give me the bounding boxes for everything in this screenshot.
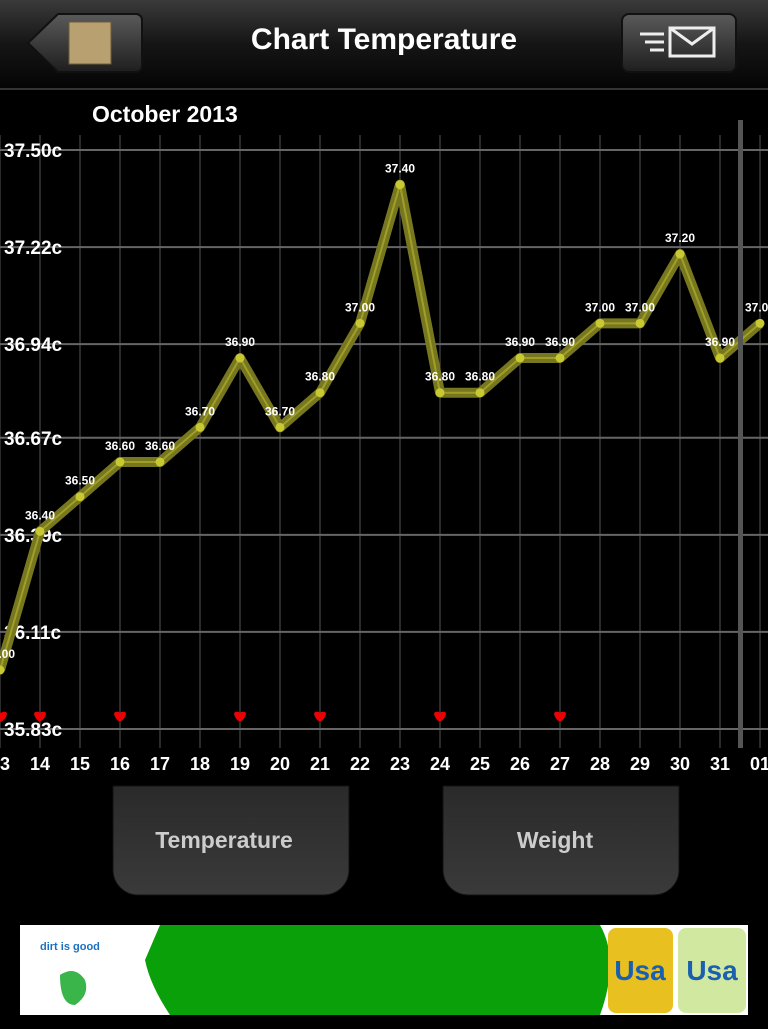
value-label: 36.40 [25, 508, 55, 522]
ad-banner[interactable]: dirt is good Usa Usa [20, 925, 748, 1015]
x-tick-label: 24 [430, 754, 450, 774]
tab-label: Weight [517, 827, 594, 853]
value-label: 37.00 [625, 300, 655, 314]
y-tick-label: 36.67c [4, 429, 63, 450]
data-point [555, 353, 565, 363]
value-label: 36.90 [225, 335, 255, 349]
value-label: 36.80 [425, 370, 455, 384]
x-tick-label: 29 [630, 754, 650, 774]
y-tick-label: 36.11c [4, 623, 61, 644]
value-label: 37.20 [665, 231, 695, 245]
x-tick-label: 22 [350, 754, 370, 774]
data-point [435, 388, 445, 398]
value-label: 36.60 [145, 439, 175, 453]
x-tick-label: 30 [670, 754, 690, 774]
mail-button[interactable] [621, 13, 737, 73]
heart-markers [0, 711, 566, 722]
value-label: 37.00 [345, 300, 375, 314]
ad-brand: dirt is good [40, 941, 100, 953]
x-tick-label: 27 [550, 754, 570, 774]
ad-product: Usa [614, 955, 666, 986]
data-point [195, 422, 205, 432]
y-tick-label: 36.94c [4, 335, 63, 356]
today-marker [738, 120, 743, 748]
data-point [635, 318, 645, 328]
data-point [155, 457, 165, 467]
value-label: 36.60 [105, 439, 135, 453]
x-tick-label: 21 [310, 754, 330, 774]
tab-label: Temperature [155, 827, 293, 853]
x-tick-label: 17 [150, 754, 170, 774]
x-tick-label: 28 [590, 754, 610, 774]
data-point [675, 249, 685, 259]
data-point [355, 318, 365, 328]
chart: 13 14 15 16 17 18 19 20 21 22 23 24 25 26 27 28 29 30 31 01… [0, 135, 768, 774]
x-tick-label: 23 [390, 754, 410, 774]
ad-product: Usa [686, 955, 738, 986]
data-point [595, 318, 605, 328]
back-button[interactable] [26, 13, 143, 73]
x-tick-label: 15 [70, 754, 90, 774]
data-point [315, 388, 325, 398]
weight-tab[interactable]: Weight [442, 785, 680, 896]
x-tick-label: 01 [750, 754, 768, 774]
y-tick-label: 35.83c [4, 720, 63, 741]
temperature-tab[interactable]: Temperature [112, 785, 350, 896]
x-tick-label: 20 [270, 754, 290, 774]
data-point [755, 318, 765, 328]
temperature-line-core [0, 184, 761, 671]
x-tick-label: 31 [710, 754, 730, 774]
header-title: Chart Temperature [251, 23, 517, 56]
value-label: 36.80 [465, 370, 495, 384]
y-tick-label: 37.22c [4, 238, 63, 259]
data-point [715, 353, 725, 363]
value-label: 36.70 [185, 404, 215, 418]
x-tick-label: 18 [190, 754, 210, 774]
value-label: 36.80 [305, 370, 335, 384]
x-tick-label: 14 [30, 754, 50, 774]
value-label: 36.50 [65, 474, 95, 488]
data-point [0, 665, 5, 675]
value-label: 37.00 [745, 300, 768, 314]
x-tick-label: 25 [470, 754, 490, 774]
data-point [475, 388, 485, 398]
data-point [235, 353, 245, 363]
x-tick-label: 16 [110, 754, 130, 774]
data-point [515, 353, 525, 363]
value-label: 36.90 [705, 335, 735, 349]
data-point [275, 422, 285, 432]
x-tick-label: 26 [510, 754, 530, 774]
value-label: 36.90 [545, 335, 575, 349]
value-label: 36.90 [505, 335, 535, 349]
y-tick-label: 37.50c [4, 141, 63, 162]
value-label: 37.00 [585, 300, 615, 314]
data-point [75, 492, 85, 502]
value-label: 37.40 [385, 162, 415, 176]
data-point [35, 526, 45, 536]
data-point [115, 457, 125, 467]
value-label: 36.70 [265, 404, 295, 418]
calendar-icon [68, 21, 112, 65]
x-tick-label: 13 [0, 754, 10, 774]
value-label: 36.00 [0, 647, 15, 661]
data-point [395, 180, 405, 190]
mail-icon [668, 26, 716, 58]
x-tick-label: 19 [230, 754, 250, 774]
chart-title: October 2013 [92, 101, 238, 127]
